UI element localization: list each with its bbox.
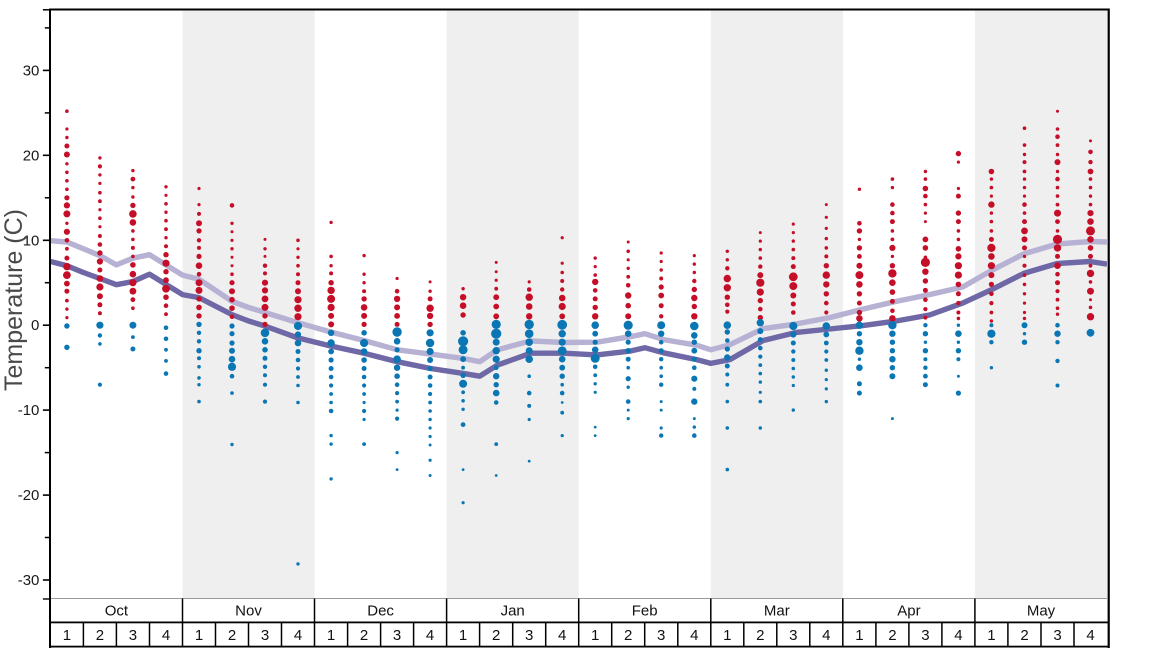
svg-text:2: 2 (228, 627, 236, 644)
svg-text:Temperature (C): Temperature (C) (0, 209, 28, 391)
svg-text:2: 2 (1020, 627, 1028, 644)
svg-text:4: 4 (162, 627, 170, 644)
svg-text:3: 3 (393, 627, 401, 644)
svg-text:20: 20 (23, 147, 40, 164)
svg-text:10: 10 (23, 232, 40, 249)
svg-text:1: 1 (63, 627, 71, 644)
svg-text:4: 4 (954, 627, 962, 644)
svg-text:-20: -20 (18, 487, 40, 504)
svg-text:-10: -10 (18, 402, 40, 419)
svg-text:Mar: Mar (764, 603, 790, 620)
svg-text:4: 4 (294, 627, 302, 644)
svg-text:4: 4 (558, 627, 566, 644)
svg-text:2: 2 (888, 627, 896, 644)
svg-text:4: 4 (690, 627, 698, 644)
svg-text:-30: -30 (18, 572, 40, 589)
svg-text:2: 2 (756, 627, 764, 644)
svg-text:Jan: Jan (501, 603, 525, 620)
svg-text:May: May (1027, 603, 1056, 620)
svg-text:30: 30 (23, 62, 40, 79)
svg-text:2: 2 (492, 627, 500, 644)
svg-text:3: 3 (789, 627, 797, 644)
svg-text:1: 1 (723, 627, 731, 644)
svg-text:1: 1 (195, 627, 203, 644)
svg-text:1: 1 (855, 627, 863, 644)
svg-text:2: 2 (96, 627, 104, 644)
svg-text:Nov: Nov (235, 603, 262, 620)
svg-text:2: 2 (624, 627, 632, 644)
svg-text:1: 1 (327, 627, 335, 644)
svg-text:3: 3 (525, 627, 533, 644)
svg-text:2: 2 (360, 627, 368, 644)
svg-text:3: 3 (261, 627, 269, 644)
svg-text:Feb: Feb (632, 603, 658, 620)
svg-text:3: 3 (657, 627, 665, 644)
svg-text:3: 3 (1053, 627, 1061, 644)
svg-text:4: 4 (1086, 627, 1094, 644)
svg-text:4: 4 (822, 627, 830, 644)
svg-text:1: 1 (591, 627, 599, 644)
svg-text:Dec: Dec (367, 603, 394, 620)
svg-text:0: 0 (31, 317, 39, 334)
svg-text:1: 1 (459, 627, 467, 644)
svg-text:3: 3 (129, 627, 137, 644)
svg-text:4: 4 (426, 627, 434, 644)
svg-text:Oct: Oct (105, 603, 129, 620)
svg-text:Apr: Apr (897, 603, 920, 620)
svg-text:3: 3 (921, 627, 929, 644)
svg-text:1: 1 (987, 627, 995, 644)
